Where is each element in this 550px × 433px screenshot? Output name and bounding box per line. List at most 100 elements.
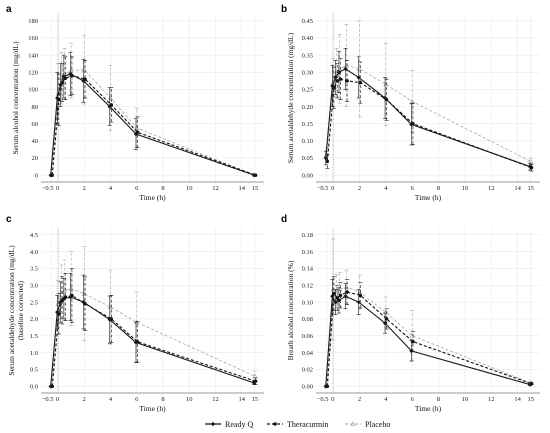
data-point bbox=[323, 384, 328, 389]
series-line bbox=[325, 68, 531, 168]
data-point bbox=[358, 293, 362, 298]
data-point bbox=[107, 104, 112, 109]
x-tick-label: 12 bbox=[212, 396, 219, 403]
x-tick-label: 2 bbox=[358, 396, 361, 403]
y-tick-label: 0.04 bbox=[302, 350, 314, 357]
y-tick-label: 3.5 bbox=[30, 266, 38, 273]
y-tick-label: 0.08 bbox=[302, 316, 313, 323]
data-point bbox=[61, 74, 67, 79]
y-tick-label: 40 bbox=[32, 138, 39, 145]
legend-item-placebo: Placebo bbox=[345, 420, 390, 429]
data-point bbox=[527, 164, 533, 169]
x-tick-label: 6 bbox=[135, 396, 139, 403]
x-tick-label: 6 bbox=[411, 396, 415, 403]
data-point bbox=[382, 320, 388, 326]
y-tick-label: 140 bbox=[28, 52, 38, 59]
data-point bbox=[332, 291, 336, 296]
data-point bbox=[338, 77, 343, 81]
data-point bbox=[107, 317, 112, 322]
data-point bbox=[251, 172, 257, 178]
x-tick-label: 6 bbox=[135, 185, 139, 192]
data-point bbox=[81, 299, 86, 305]
error-bar bbox=[108, 269, 113, 345]
x-tick-label: 2 bbox=[83, 396, 86, 403]
series-ready-q bbox=[323, 279, 533, 389]
legend-swatch-marker bbox=[350, 421, 356, 426]
series-placebo bbox=[48, 246, 258, 389]
panel-a-letter: a bbox=[6, 4, 12, 15]
series-line bbox=[326, 65, 531, 162]
data-point bbox=[81, 78, 86, 84]
data-point bbox=[345, 290, 349, 294]
y-tick-label: 1.5 bbox=[30, 333, 38, 340]
y-tick-label: 0.45 bbox=[302, 18, 313, 25]
x-tick-label: 12 bbox=[212, 185, 219, 192]
legend-label: Theracurmin bbox=[287, 420, 328, 429]
error-bar bbox=[337, 34, 342, 104]
legend-item-theracurmin: Theracurmin bbox=[267, 420, 328, 429]
y-tick-label: 2.5 bbox=[30, 299, 38, 306]
x-tick-label: −0.5 bbox=[317, 185, 329, 192]
series-line bbox=[50, 296, 255, 387]
data-point bbox=[356, 299, 361, 305]
error-bar bbox=[82, 35, 87, 105]
y-tick-label: 0 bbox=[35, 172, 38, 179]
series-line bbox=[326, 291, 532, 387]
y-tick-label: 0.05 bbox=[302, 155, 313, 162]
y-tick-label: 0.30 bbox=[302, 69, 313, 76]
data-point bbox=[333, 75, 338, 80]
x-tick-label: 8 bbox=[437, 185, 440, 192]
x-tick-label: 0 bbox=[56, 396, 59, 403]
panel-d: d 0.00 0.02 0.04 0.06 0.08 0.10 0.12 0.14 0.16 0.… bbox=[281, 214, 540, 413]
y-tick-label: 100 bbox=[28, 87, 38, 94]
y-tick-label: 0.12 bbox=[302, 282, 313, 289]
data-point bbox=[336, 298, 342, 303]
x-tick-label: 15 bbox=[252, 185, 259, 192]
x-tick-label: −0.5 bbox=[42, 185, 54, 192]
panel-b-grid bbox=[316, 14, 540, 182]
panel-c-letter: c bbox=[6, 214, 12, 225]
data-point bbox=[411, 339, 415, 344]
y-tick-label: 80 bbox=[32, 104, 39, 111]
x-tick-label: 12 bbox=[488, 185, 495, 192]
data-point bbox=[336, 70, 342, 75]
data-point bbox=[330, 293, 335, 299]
x-axis-title: Time (h) bbox=[139, 193, 166, 202]
y-tick-label: 0.0 bbox=[30, 383, 38, 390]
data-point bbox=[409, 348, 414, 354]
y-tick-label: 1.0 bbox=[30, 350, 38, 357]
y-tick-label: 180 bbox=[28, 18, 38, 25]
x-tick-label: 10 bbox=[462, 185, 469, 192]
x-tick-label: 6 bbox=[411, 185, 415, 192]
x-tick-label: 0 bbox=[56, 185, 59, 192]
x-tick-label: 14 bbox=[514, 396, 521, 403]
y-tick-label: 4.5 bbox=[30, 232, 38, 239]
panel-c-grid bbox=[41, 228, 264, 393]
series-placebo bbox=[324, 238, 534, 389]
y-tick-label: 0.16 bbox=[302, 249, 314, 256]
panel-b: b 0.00 0.05 0.10 0.15 0.20 0.25 0.30 0.35 0.40 0.… bbox=[281, 4, 540, 202]
x-tick-label: 12 bbox=[488, 396, 495, 403]
x-tick-label: 10 bbox=[186, 396, 193, 403]
series-theracurmin bbox=[50, 56, 258, 177]
y-tick-label: 0.5 bbox=[30, 367, 38, 374]
x-tick-label: −0.5 bbox=[42, 396, 54, 403]
y-tick-label: 0.00 bbox=[302, 172, 313, 179]
y-tick-label: 0.10 bbox=[302, 138, 313, 145]
y-axis-title: Breath alcohol concentration (%) bbox=[286, 260, 295, 360]
x-tick-label: 4 bbox=[384, 185, 388, 192]
data-point bbox=[343, 293, 348, 299]
y-tick-label: 3.0 bbox=[30, 282, 38, 289]
x-tick-label: 8 bbox=[161, 185, 164, 192]
panel-d-letter: d bbox=[281, 214, 287, 225]
data-point bbox=[333, 299, 338, 305]
error-bar bbox=[60, 276, 65, 325]
y-tick-label: 0.20 bbox=[302, 104, 313, 111]
legend: Ready Q Theracurmin Placebo bbox=[205, 420, 390, 429]
series-placebo bbox=[324, 20, 534, 166]
y-tick-label: 20 bbox=[32, 155, 39, 162]
panel-c: c 0.0 0.5 1.0 1.5 2.0 2.5 3.0 3.5 4.0 4.5 −0.5 0 2 4 6… bbox=[6, 214, 264, 413]
x-tick-label: 2 bbox=[83, 185, 86, 192]
y-axis-title: Serum alcohol concentration (mg/dL) bbox=[11, 41, 20, 155]
x-tick-label: 8 bbox=[161, 396, 164, 403]
